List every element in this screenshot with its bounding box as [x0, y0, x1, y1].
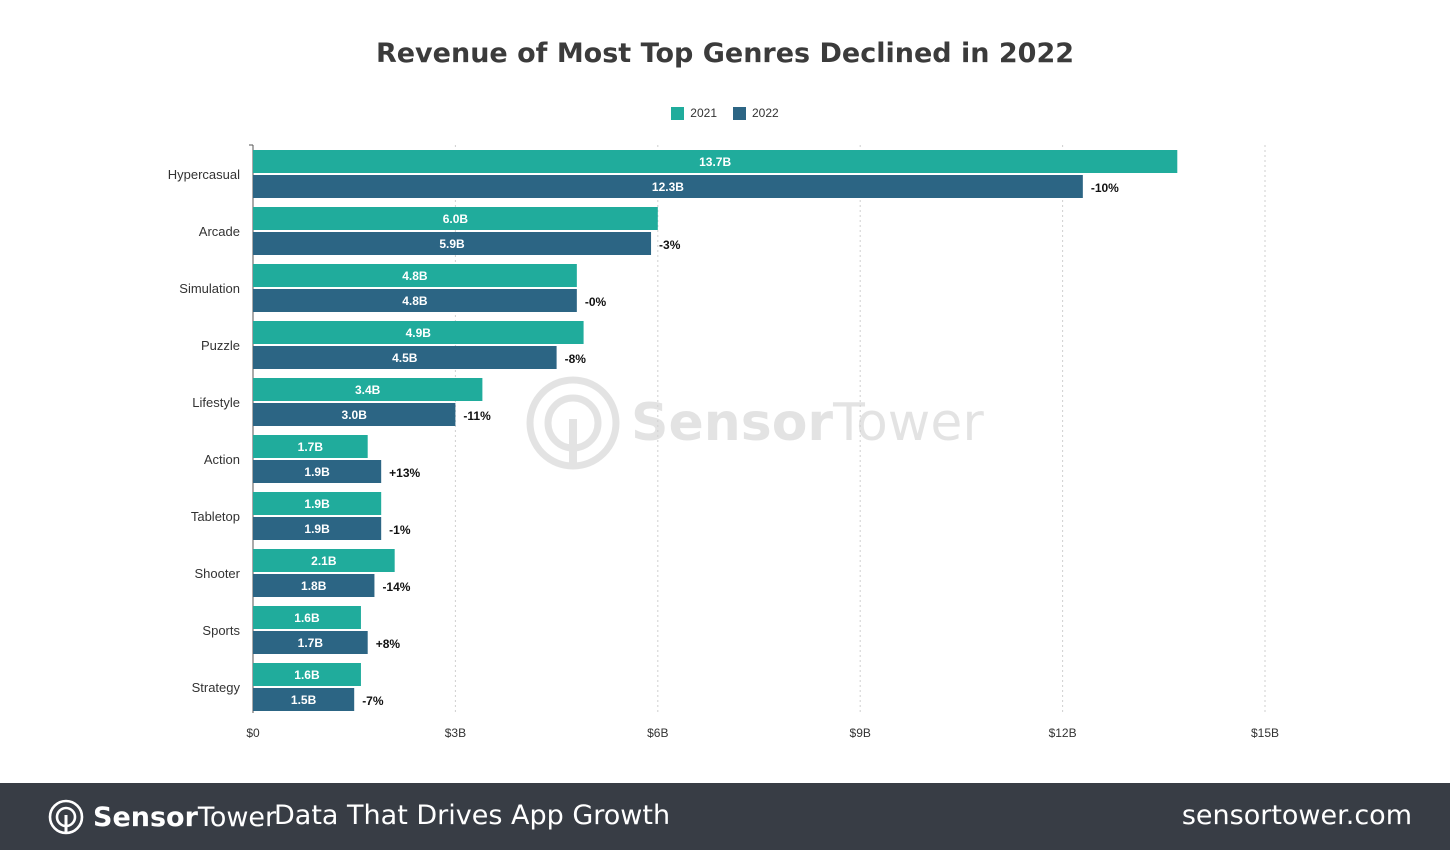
bar-2022-hypercasual [253, 175, 1083, 198]
change-label-action: +13% [389, 466, 420, 480]
footer-site-link[interactable]: sensortower.com [1181, 800, 1412, 831]
category-label-simulation: Simulation [179, 281, 240, 296]
legend-item-2021: 2021 [671, 106, 717, 120]
legend-swatch-2021 [671, 106, 685, 120]
bar-2022-tabletop [253, 517, 382, 540]
data-label-2021-tabletop: 1.9B [304, 497, 330, 511]
data-label-2022-puzzle: 4.5B [392, 351, 418, 365]
data-label-2022-lifestyle: 3.0B [342, 408, 368, 422]
footer-logo[interactable]: SensorTower [48, 799, 276, 835]
category-label-action: Action [204, 452, 240, 467]
legend-label-2022: 2022 [752, 106, 779, 120]
x-tick-label-5: $15B [1251, 726, 1279, 740]
bar-2022-action [253, 460, 382, 483]
data-label-2022-tabletop: 1.9B [304, 522, 330, 536]
data-label-2022-strategy: 1.5B [291, 693, 317, 707]
bar-2021-lifestyle [253, 378, 483, 401]
footer-bar: SensorTower Data That Drives App Growth … [0, 783, 1450, 850]
x-tick-label-0: $0 [246, 726, 260, 740]
category-label-lifestyle: Lifestyle [192, 395, 240, 410]
category-label-puzzle: Puzzle [201, 338, 240, 353]
data-label-2021-puzzle: 4.9B [406, 326, 432, 340]
bar-2022-arcade [253, 232, 652, 255]
watermark: Sensor Tower [525, 375, 984, 471]
data-label-2021-simulation: 4.8B [402, 269, 428, 283]
sensor-tower-logo-icon [48, 799, 84, 835]
bar-2021-action [253, 435, 368, 458]
bar-2021-hypercasual [253, 150, 1178, 173]
bar-2022-strategy [253, 688, 355, 711]
category-label-tabletop: Tabletop [191, 509, 240, 524]
bar-2021-tabletop [253, 492, 382, 515]
data-label-2022-sports: 1.7B [298, 636, 324, 650]
data-label-2021-action: 1.7B [298, 440, 324, 454]
bar-2021-puzzle [253, 321, 584, 344]
x-tick-label-2: $6B [647, 726, 668, 740]
bar-2022-lifestyle [253, 403, 456, 426]
change-label-simulation: -0% [585, 295, 607, 309]
data-label-2022-hypercasual: 12.3B [652, 180, 684, 194]
change-label-shooter: -14% [382, 580, 410, 594]
x-tick-label-3: $9B [850, 726, 871, 740]
data-label-2022-simulation: 4.8B [402, 294, 428, 308]
category-label-sports: Sports [202, 623, 240, 638]
change-label-lifestyle: -11% [463, 409, 491, 423]
legend: 2021 2022 [0, 106, 1450, 120]
bar-2022-shooter [253, 574, 375, 597]
data-label-2022-arcade: 5.9B [439, 237, 465, 251]
legend-item-2022: 2022 [733, 106, 779, 120]
data-label-2021-arcade: 6.0B [443, 212, 469, 226]
x-tick-label-4: $12B [1049, 726, 1077, 740]
data-label-2021-shooter: 2.1B [311, 554, 337, 568]
data-label-2022-action: 1.9B [304, 465, 330, 479]
bar-2022-simulation [253, 289, 577, 312]
bar-chart: $0 $3B $6B $9B $12B $15B Hypercasual 13.7B 12.3B… [168, 144, 1279, 740]
change-label-arcade: -3% [659, 238, 681, 252]
chart-title: Revenue of Most Top Genres Declined in 2… [375, 38, 1075, 69]
footer-brand-bold: Sensor [93, 801, 198, 833]
legend-swatch-2022 [733, 106, 746, 120]
category-label-arcade: Arcade [199, 224, 240, 239]
data-label-2021-strategy: 1.6B [294, 668, 320, 682]
x-tick-label-1: $3B [445, 726, 466, 740]
data-label-2022-shooter: 1.8B [301, 579, 327, 593]
change-label-sports: +8% [376, 637, 401, 651]
bar-2021-sports [253, 606, 361, 629]
bar-2021-simulation [253, 264, 577, 287]
change-label-strategy: -7% [362, 694, 384, 708]
change-label-hypercasual: -10% [1091, 181, 1119, 195]
footer-brand: SensorTower [93, 802, 276, 833]
legend-label-2021: 2021 [690, 106, 717, 120]
bar-2022-sports [253, 631, 368, 654]
category-label-hypercasual: Hypercasual [168, 167, 240, 182]
bar-2021-arcade [253, 207, 658, 230]
category-label-shooter: Shooter [194, 566, 240, 581]
change-label-puzzle: -8% [565, 352, 587, 366]
bar-2021-strategy [253, 663, 361, 686]
data-label-2021-lifestyle: 3.4B [355, 383, 381, 397]
data-label-2021-hypercasual: 13.7B [699, 155, 731, 169]
change-label-tabletop: -1% [389, 523, 411, 537]
footer-brand-light: Tower [197, 801, 277, 833]
watermark-brand-light: Tower [833, 393, 984, 453]
sensor-tower-watermark-icon [526, 376, 620, 470]
watermark-brand-bold: Sensor [631, 393, 834, 453]
footer-tagline: Data That Drives App Growth [274, 800, 671, 831]
category-label-strategy: Strategy [192, 680, 241, 695]
bar-2021-shooter [253, 549, 395, 572]
data-label-2021-sports: 1.6B [294, 611, 320, 625]
bar-2022-puzzle [253, 346, 557, 369]
